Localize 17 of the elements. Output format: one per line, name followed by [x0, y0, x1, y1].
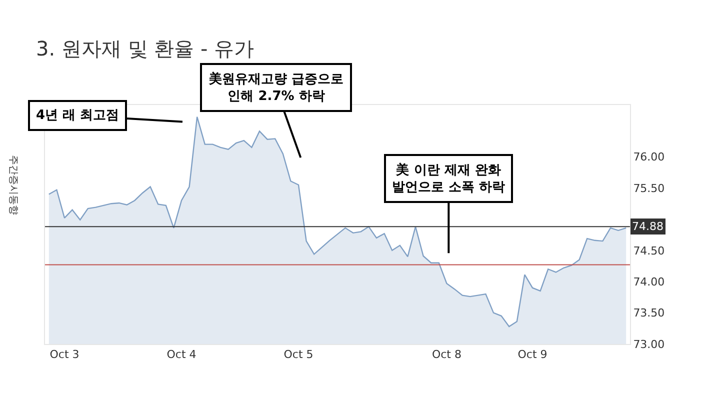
x-tick-label: Oct 5 [284, 348, 314, 362]
x-tick-label: Oct 4 [166, 348, 196, 362]
text: 주간증시동향 [8, 154, 19, 215]
x-tick-label: Oct 9 [518, 348, 548, 362]
x-tick-label: Oct 3 [50, 348, 80, 362]
annotation: 美 이란 제재 완화 발언으로 소폭 하락 [392, 162, 506, 195]
y-tick-label: 73.50 [633, 306, 665, 320]
y-tick-label: 76.00 [633, 150, 665, 164]
chart-title: 3. 원자재 및 환율 - 유가 [36, 36, 254, 60]
y-tick-label: 73.00 [633, 338, 665, 351]
y-tick-label: 74.50 [633, 244, 665, 258]
text: 美원유재고량 급증으로 인해 2.7% 하락 [208, 71, 344, 104]
x-tick-label: Oct 8 [432, 348, 462, 362]
y-tick-label: 74.00 [633, 275, 665, 288]
annotation: 4년 래 최고점 [36, 108, 120, 123]
ref-line-label: 74.88 [632, 220, 664, 233]
y-tick-label: 75.50 [633, 182, 665, 195]
